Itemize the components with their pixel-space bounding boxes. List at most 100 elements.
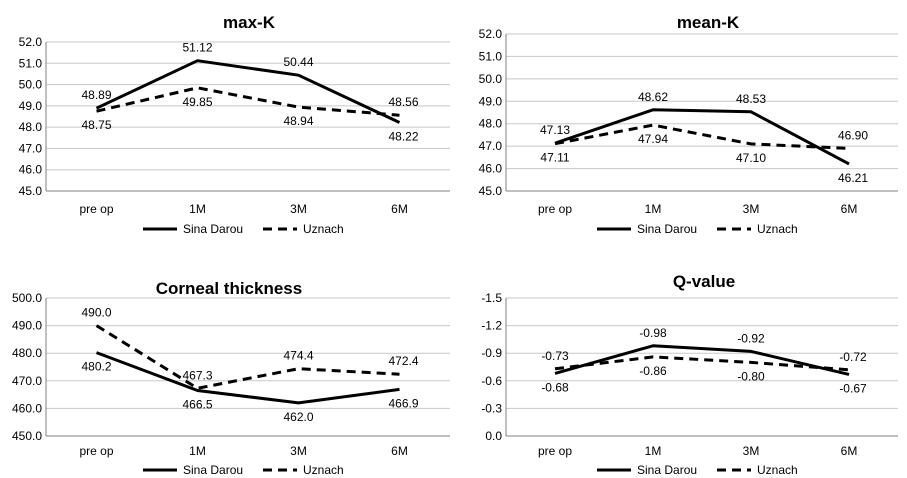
data-label: -0.98 [639,326,667,340]
series-line-sina-darou [95,59,401,124]
data-label: 490.0 [81,306,111,320]
data-label: 472.4 [388,354,418,368]
x-tick-label: pre op [538,444,572,458]
chart-title: Corneal thickness [156,279,302,298]
data-label: -0.68 [541,380,569,394]
chart-title: Q-value [673,272,735,291]
y-tick-label: -0.6 [481,374,502,388]
data-label: 48.22 [388,129,418,143]
y-tick-label: 52.0 [479,27,503,41]
y-tick-label: 490.0 [12,319,42,333]
x-tick-label: 1M [645,444,662,458]
series-line-uznach [96,86,400,117]
y-tick-label: 52.0 [19,35,43,49]
data-label: 466.5 [182,397,212,411]
data-label: 48.75 [81,118,111,132]
data-label: 47.10 [736,151,766,165]
series-line-sina-darou [554,344,850,376]
data-label: 48.89 [81,88,111,102]
chart-panel-3: Q-value -1.5 -1.2 -0.9 -0.6 -0.3 0.0 pre op 1M 3M… [481,272,898,477]
y-tick-label: 450.0 [12,429,42,443]
y-tick-label: -1.2 [481,319,502,333]
y-tick-label: 0.0 [485,429,502,443]
x-tick-label: 3M [743,202,760,216]
y-tick-label: 49.0 [479,94,503,108]
y-tick-label: 45.0 [19,184,43,198]
data-label: 480.2 [81,360,111,374]
y-tick-label: 51.0 [19,56,43,70]
y-tick-label: 49.0 [19,99,43,113]
legend-label: Sina Darou [637,463,697,477]
legend-label: Uznach [303,222,344,236]
data-label: 48.94 [283,114,313,128]
data-label: -0.80 [737,369,765,383]
data-label: 467.3 [182,368,212,382]
data-label: 46.21 [838,171,868,185]
y-tick-label: 460.0 [12,401,42,415]
data-label: 46.90 [838,128,868,142]
chart-panel-0: max-K 45.0 46.0 47.0 48.0 49.0 50.0 51.0 52.0 pre… [19,13,450,236]
legend-label: Uznach [303,463,344,477]
y-tick-label: 50.0 [479,72,503,86]
chart-panel-1: mean-K 45.0 46.0 47.0 48.0 49.0 50.0 51.0 52.0 pr… [479,13,898,236]
data-label: 47.11 [540,151,569,165]
series-line-sina-darou [554,108,850,166]
x-tick-label: 6M [841,444,858,458]
series-line-uznach [95,324,400,390]
legend-label: Uznach [757,463,798,477]
y-tick-label: 480.0 [12,346,42,360]
x-tick-label: 6M [841,202,858,216]
data-label: -0.72 [839,350,867,364]
y-tick-label: 48.0 [479,117,503,131]
series-line-uznach [554,355,850,372]
y-tick-label: 50.0 [19,78,43,92]
legend-label: Uznach [757,222,798,236]
legend-label: Sina Darou [637,222,697,236]
legend-label: Sina Darou [183,463,243,477]
data-label: 48.56 [388,95,418,109]
data-label: -0.92 [737,331,765,345]
chart-title: max-K [223,13,276,32]
data-label: 48.53 [736,92,766,106]
y-tick-label: 51.0 [479,49,503,63]
x-tick-label: 6M [391,202,408,216]
data-label: 48.62 [638,90,668,104]
y-tick-label: -0.9 [481,346,502,360]
y-tick-label: 47.0 [479,139,503,153]
y-tick-label: 470.0 [12,374,42,388]
chart-panel-2: Corneal thickness 450.0 460.0 470.0 480.0 490… [12,279,450,477]
series-line-uznach [554,123,850,150]
y-tick-label: -0.3 [481,401,502,415]
y-tick-label: -1.5 [481,291,502,305]
y-tick-label: 45.0 [479,184,503,198]
x-tick-label: pre op [79,202,113,216]
data-label: -0.67 [839,381,867,395]
x-tick-label: 6M [391,444,408,458]
data-label: -0.86 [639,364,667,378]
y-tick-label: 46.0 [479,162,503,176]
data-label: 47.13 [540,123,570,137]
x-tick-label: 3M [290,444,307,458]
x-tick-label: pre op [79,444,113,458]
data-label: -0.73 [541,349,569,363]
data-label: 462.0 [283,410,313,424]
y-tick-label: 48.0 [19,120,43,134]
y-tick-label: 46.0 [19,163,43,177]
data-label: 50.44 [283,55,313,69]
legend-label: Sina Darou [183,222,243,236]
x-tick-label: 1M [645,202,662,216]
x-tick-label: 1M [189,444,206,458]
data-label: 47.94 [638,132,668,146]
x-tick-label: 3M [743,444,760,458]
data-label: 49.85 [182,95,212,109]
y-tick-label: 500.0 [12,291,42,305]
chart-title: mean-K [677,13,740,32]
data-label: 474.4 [283,349,313,363]
x-tick-label: 3M [290,202,307,216]
data-label: 51.12 [182,41,212,55]
series-line-sina-darou [95,351,400,405]
data-label: 466.9 [388,396,418,410]
x-tick-label: 1M [189,202,206,216]
x-tick-label: pre op [538,202,572,216]
